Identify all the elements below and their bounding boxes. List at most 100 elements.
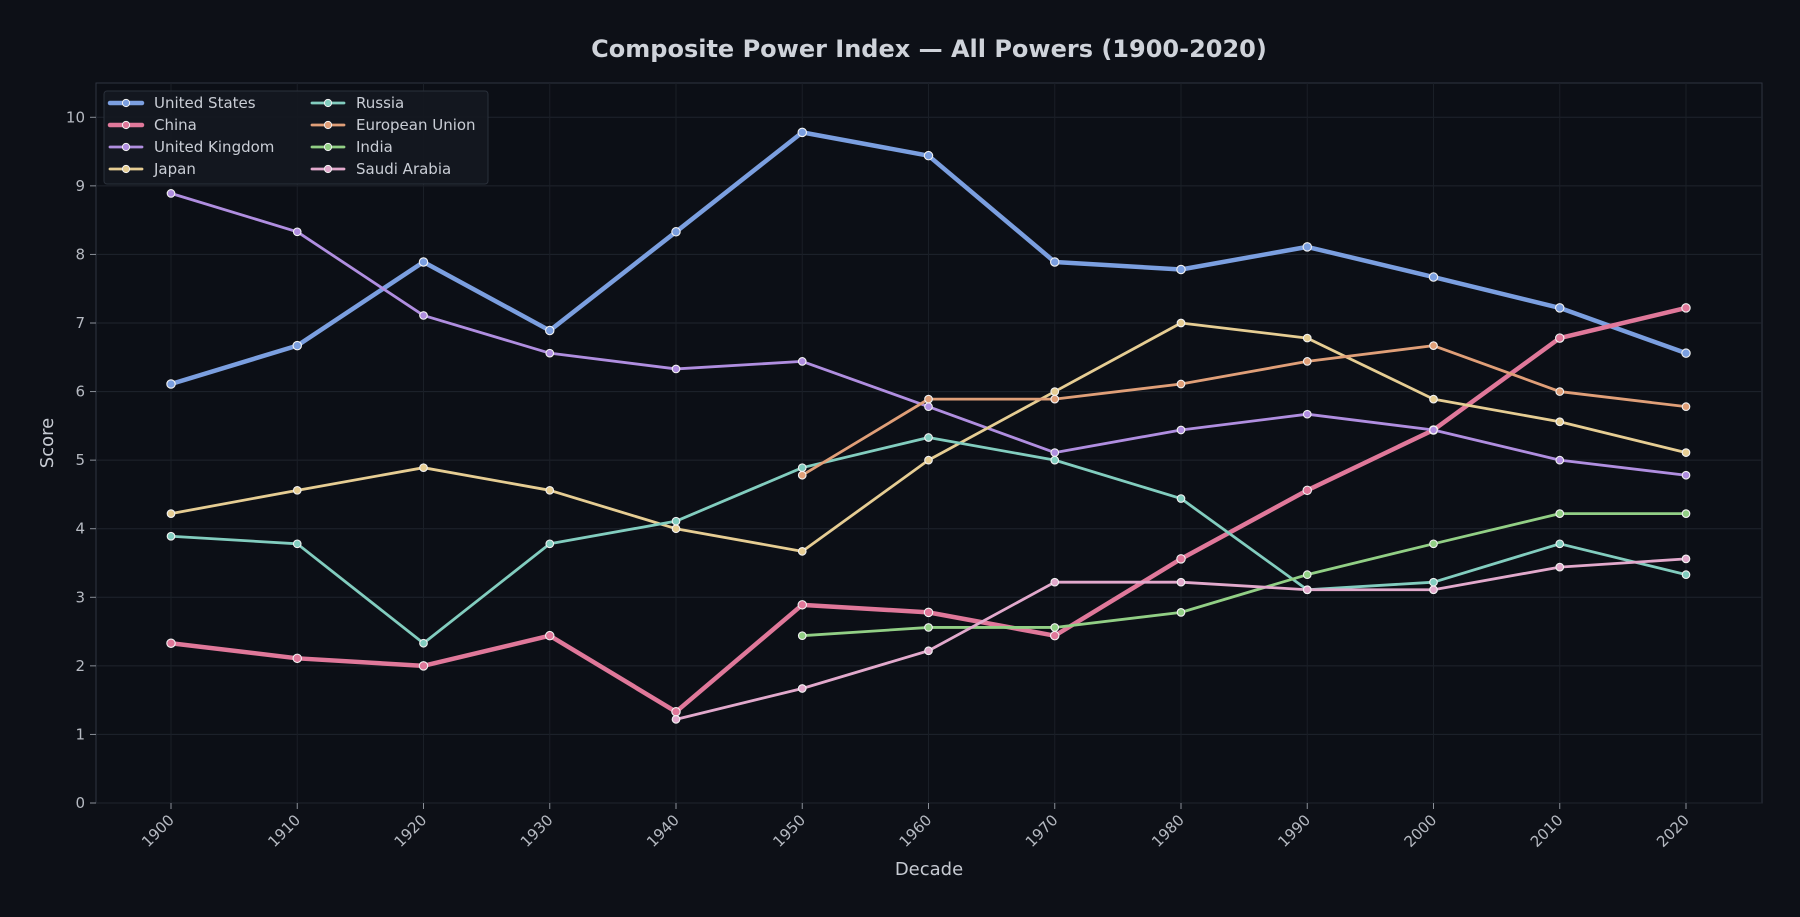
data-point	[166, 531, 176, 541]
data-point	[1429, 425, 1438, 435]
data-point	[1681, 470, 1691, 480]
data-point	[1555, 509, 1565, 518]
data-point	[797, 463, 807, 473]
data-point	[544, 325, 555, 336]
y-tick-label: 1	[75, 725, 85, 743]
data-point	[1555, 455, 1565, 465]
y-axis-label: Score	[37, 418, 58, 468]
legend-marker	[323, 98, 333, 108]
y-tick-label: 3	[75, 588, 85, 606]
data-point	[419, 463, 428, 473]
legend-label: Russia	[356, 94, 404, 112]
legend-marker	[323, 142, 333, 152]
data-point	[924, 646, 933, 656]
data-point	[797, 600, 807, 610]
data-point	[1429, 341, 1438, 350]
legend-item: Russia	[310, 94, 404, 112]
series-european-union	[797, 341, 1691, 480]
data-point	[671, 227, 681, 237]
data-point	[797, 684, 807, 693]
data-point	[1050, 448, 1060, 457]
data-point	[166, 638, 176, 648]
data-point	[1302, 570, 1312, 580]
data-point	[1176, 494, 1186, 503]
legend-item: India	[310, 138, 393, 156]
data-point	[166, 509, 176, 518]
data-point	[1302, 409, 1312, 419]
data-point	[671, 714, 681, 724]
legend-item: United States	[107, 94, 256, 112]
data-point	[1681, 554, 1691, 564]
data-point	[671, 707, 681, 717]
data-point	[166, 379, 176, 389]
data-point	[1555, 417, 1565, 427]
x-axis-label: Decade	[895, 859, 963, 880]
legend-box	[103, 90, 489, 185]
legend: United States China United Kingdom Japan Rus…	[103, 90, 489, 185]
data-point	[1050, 630, 1060, 641]
data-point	[419, 311, 428, 320]
y-tick-label: 6	[75, 383, 85, 401]
y-axis: 0 1 2 3 4 5 6 7 8 9 10	[66, 108, 96, 812]
data-point	[1050, 394, 1060, 404]
series-united-states	[166, 127, 1691, 389]
data-point	[1681, 509, 1691, 518]
data-point	[292, 227, 302, 237]
data-point	[1429, 539, 1438, 549]
legend-marker	[121, 120, 131, 130]
series-japan	[166, 318, 1691, 556]
y-tick-label: 10	[66, 108, 85, 126]
data-point	[1050, 257, 1060, 267]
legend-marker	[323, 164, 333, 174]
legend-item: European Union	[310, 116, 476, 134]
legend-label: China	[154, 116, 197, 134]
legend-marker	[121, 142, 131, 152]
data-point	[1176, 264, 1186, 275]
y-tick-label: 5	[75, 451, 85, 469]
data-point	[1429, 394, 1438, 404]
data-point	[1681, 448, 1691, 457]
data-point	[924, 623, 933, 632]
data-point	[923, 150, 934, 161]
data-point	[418, 257, 429, 267]
legend-label: Saudi Arabia	[356, 160, 451, 178]
data-point	[1176, 608, 1186, 617]
y-tick-label: 4	[75, 520, 85, 538]
data-point	[924, 455, 933, 465]
y-tick-label: 7	[75, 314, 85, 332]
data-point	[1681, 570, 1691, 580]
data-point	[797, 470, 807, 480]
data-point	[292, 539, 302, 549]
legend-label: India	[356, 138, 393, 156]
legend-label: United States	[154, 94, 256, 112]
data-point	[1555, 333, 1565, 343]
data-point	[292, 653, 302, 664]
series-saudi-arabia	[671, 554, 1691, 724]
data-point	[1555, 387, 1565, 396]
series-line	[800, 344, 1688, 477]
data-point	[797, 631, 807, 641]
data-point	[671, 516, 681, 526]
data-point	[924, 433, 933, 442]
data-point	[1176, 425, 1186, 435]
data-point	[1176, 554, 1186, 564]
data-point	[544, 630, 555, 641]
data-point	[1302, 242, 1313, 252]
legend-label: European Union	[356, 116, 476, 134]
data-point	[545, 539, 555, 549]
data-point	[797, 127, 807, 138]
data-point	[1555, 539, 1565, 549]
y-tick-label: 8	[75, 245, 85, 263]
legend-marker	[323, 120, 333, 130]
data-point	[1428, 272, 1439, 282]
data-point	[1302, 585, 1312, 595]
legend-item: Japan	[108, 160, 196, 178]
data-point	[166, 189, 176, 198]
data-point	[1302, 357, 1312, 366]
y-tick-label: 0	[75, 794, 85, 812]
legend-item: Saudi Arabia	[310, 160, 451, 178]
data-point	[797, 357, 807, 366]
data-point	[1681, 348, 1691, 358]
chart-title: Composite Power Index — All Powers (1900…	[591, 35, 1267, 63]
data-point	[1555, 562, 1565, 572]
